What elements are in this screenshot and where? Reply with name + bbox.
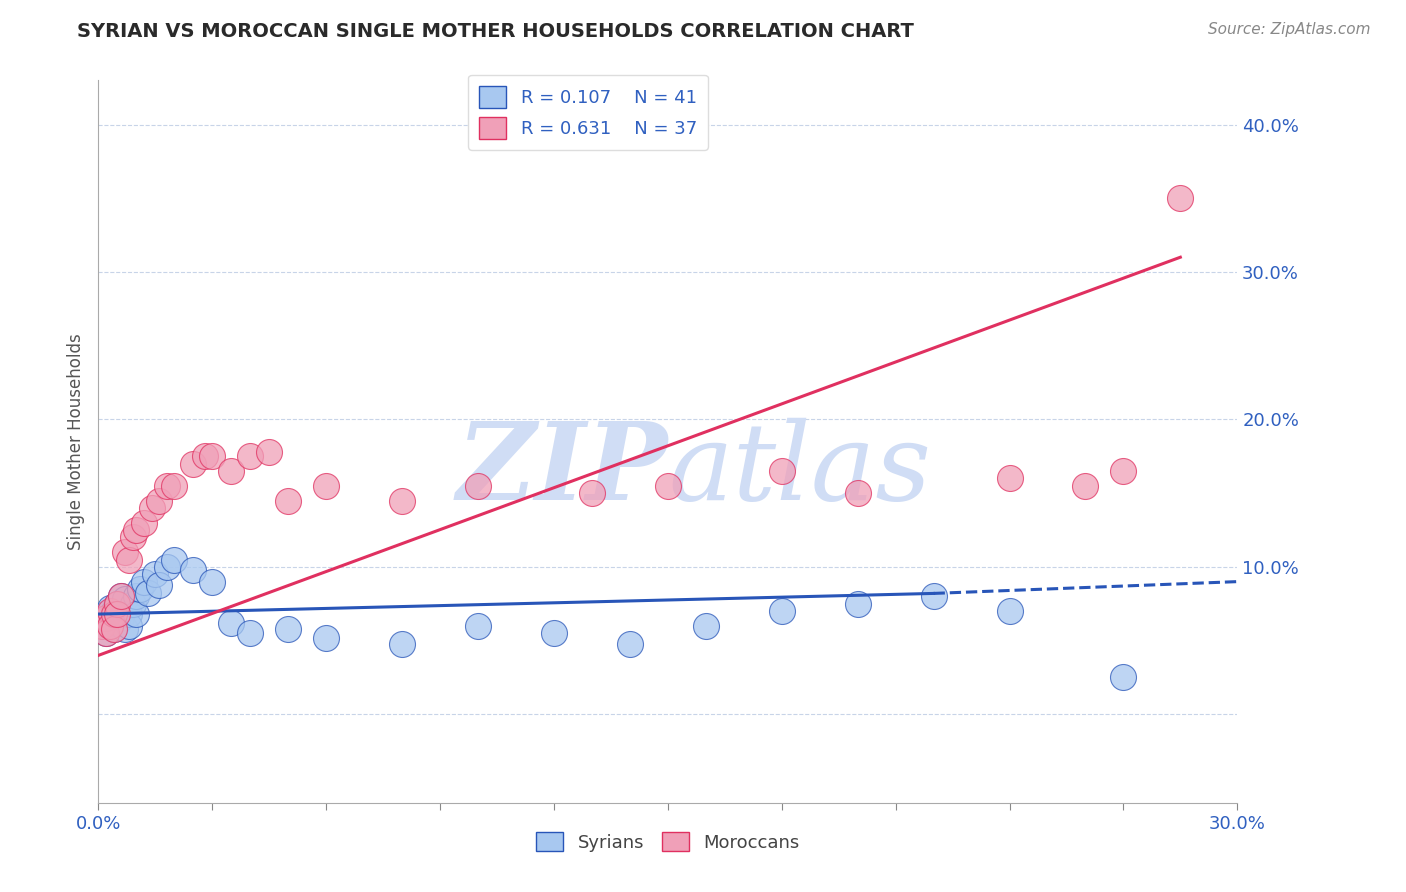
Point xyxy=(998,604,1021,618)
Point xyxy=(145,567,167,582)
Point xyxy=(619,636,641,650)
Point xyxy=(107,607,129,621)
Point xyxy=(998,471,1021,485)
Point xyxy=(107,597,129,611)
Point xyxy=(103,622,125,636)
Point xyxy=(129,582,152,596)
Point xyxy=(846,486,869,500)
Point xyxy=(114,592,136,607)
Point xyxy=(657,479,679,493)
Point xyxy=(125,590,148,604)
Point xyxy=(1170,191,1192,205)
Point xyxy=(114,545,136,559)
Legend: Syrians, Moroccans: Syrians, Moroccans xyxy=(529,825,807,859)
Point xyxy=(770,464,793,478)
Point xyxy=(201,574,224,589)
Point xyxy=(467,619,489,633)
Point xyxy=(98,604,121,618)
Point xyxy=(221,615,243,630)
Point xyxy=(581,486,603,500)
Point xyxy=(103,604,125,618)
Text: atlas: atlas xyxy=(668,417,931,523)
Point xyxy=(221,464,243,478)
Point xyxy=(107,615,129,630)
Point xyxy=(148,493,170,508)
Point xyxy=(125,523,148,537)
Point xyxy=(239,450,262,464)
Point xyxy=(118,607,141,621)
Point xyxy=(259,445,281,459)
Point xyxy=(125,607,148,621)
Point xyxy=(132,516,155,530)
Point xyxy=(770,604,793,618)
Point xyxy=(163,479,186,493)
Point xyxy=(239,626,262,640)
Point xyxy=(156,560,179,574)
Point xyxy=(94,607,117,621)
Point xyxy=(194,450,217,464)
Point xyxy=(163,552,186,566)
Point xyxy=(467,479,489,493)
Point xyxy=(132,574,155,589)
Point xyxy=(846,597,869,611)
Point xyxy=(136,586,159,600)
Point xyxy=(98,619,121,633)
Point xyxy=(277,493,299,508)
Point xyxy=(94,611,117,625)
Point xyxy=(201,450,224,464)
Point xyxy=(1112,670,1135,684)
Point xyxy=(98,619,121,633)
Point xyxy=(315,479,337,493)
Point xyxy=(94,626,117,640)
Point xyxy=(110,611,132,625)
Point xyxy=(315,631,337,645)
Point xyxy=(391,493,413,508)
Point xyxy=(114,622,136,636)
Point xyxy=(121,597,143,611)
Text: SYRIAN VS MOROCCAN SINGLE MOTHER HOUSEHOLDS CORRELATION CHART: SYRIAN VS MOROCCAN SINGLE MOTHER HOUSEHO… xyxy=(77,22,914,41)
Point xyxy=(141,500,163,515)
Point xyxy=(391,636,413,650)
Point xyxy=(98,601,121,615)
Point xyxy=(922,590,945,604)
Point xyxy=(118,552,141,566)
Point xyxy=(277,622,299,636)
Text: ZIP: ZIP xyxy=(457,417,668,524)
Point xyxy=(110,590,132,604)
Point xyxy=(148,577,170,591)
Point xyxy=(91,611,114,625)
Point xyxy=(107,597,129,611)
Y-axis label: Single Mother Households: Single Mother Households xyxy=(66,334,84,549)
Point xyxy=(103,622,125,636)
Point xyxy=(103,607,125,621)
Point xyxy=(183,563,205,577)
Point xyxy=(91,619,114,633)
Point xyxy=(695,619,717,633)
Point xyxy=(183,457,205,471)
Point xyxy=(1112,464,1135,478)
Point xyxy=(118,619,141,633)
Point xyxy=(121,530,143,544)
Point xyxy=(94,626,117,640)
Point xyxy=(1074,479,1097,493)
Text: Source: ZipAtlas.com: Source: ZipAtlas.com xyxy=(1208,22,1371,37)
Point xyxy=(110,590,132,604)
Point xyxy=(156,479,179,493)
Point xyxy=(543,626,565,640)
